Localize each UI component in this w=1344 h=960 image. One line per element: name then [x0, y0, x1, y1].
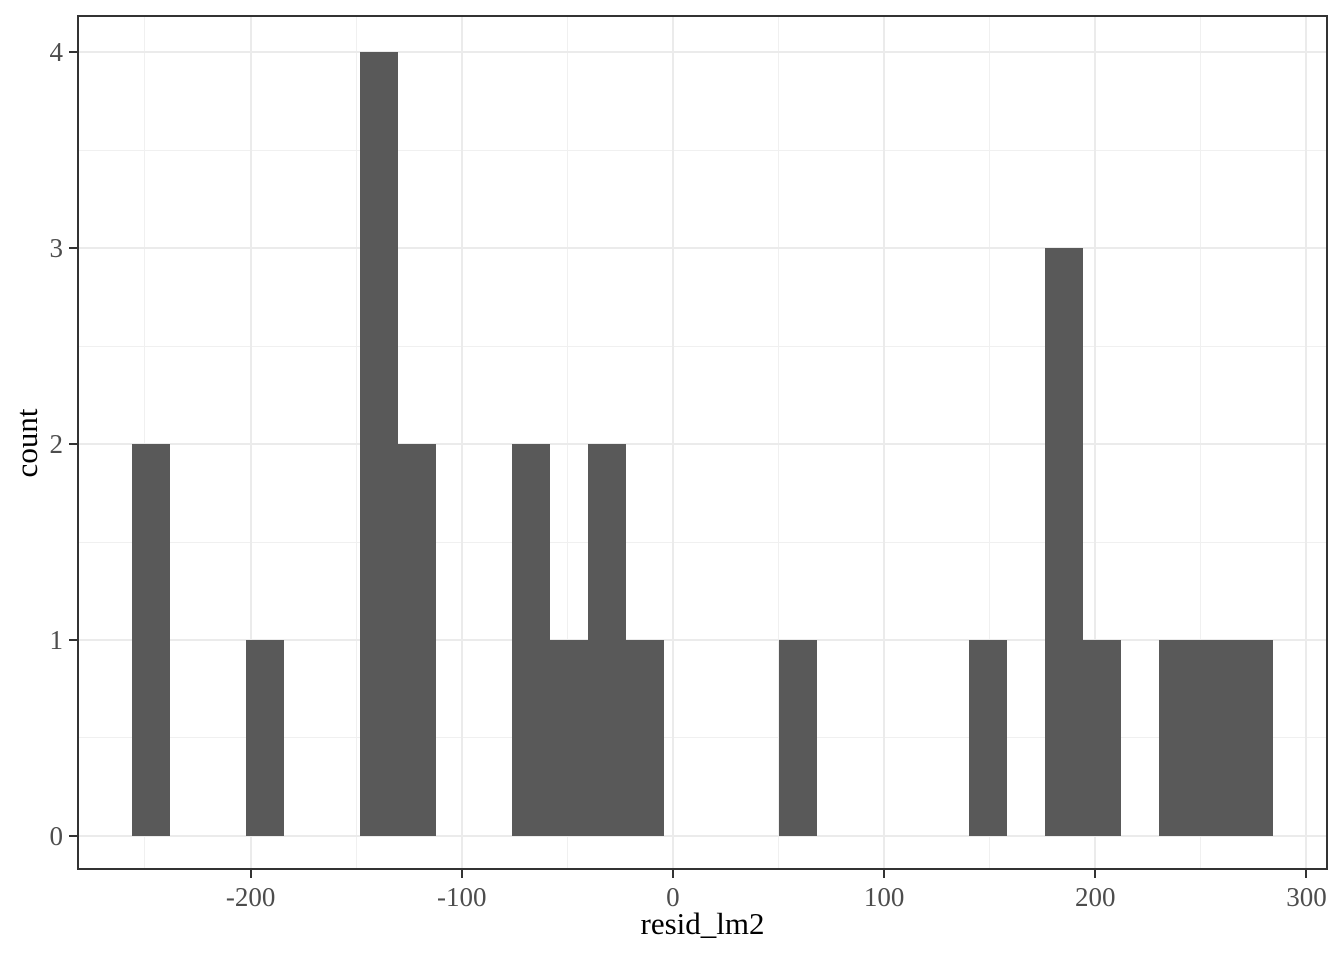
- x-tick-label: 300: [1286, 882, 1327, 912]
- y-axis-title: count: [9, 408, 44, 477]
- grid-major-vertical: [1305, 15, 1308, 870]
- y-tick-label: 1: [49, 624, 64, 655]
- histogram-bar: [360, 52, 399, 836]
- x-tick-mark: [671, 870, 674, 878]
- y-tick-label: 2: [49, 429, 64, 460]
- grid-minor-vertical: [778, 15, 780, 870]
- grid-minor-horizontal: [77, 149, 1328, 151]
- grid-major-vertical: [883, 15, 886, 870]
- x-axis-title: resid_lm2: [640, 906, 765, 941]
- x-tick-label: -100: [437, 882, 487, 912]
- grid-major-horizontal: [77, 834, 1328, 837]
- histogram-bar: [512, 444, 551, 836]
- y-tick-mark: [69, 51, 77, 54]
- grid-major-vertical: [1094, 15, 1097, 870]
- histogram-bar: [1196, 639, 1235, 836]
- x-tick-mark: [460, 870, 463, 878]
- histogram-bar: [626, 639, 665, 836]
- plot-panel: [77, 15, 1328, 870]
- histogram-bar: [778, 639, 817, 836]
- grid-major-horizontal: [77, 638, 1328, 641]
- grid-minor-horizontal: [77, 541, 1328, 543]
- grid-major-vertical: [671, 15, 674, 870]
- y-tick-mark: [69, 247, 77, 250]
- x-tick-label: -200: [225, 882, 276, 912]
- grid-minor-vertical: [144, 15, 146, 870]
- x-tick-mark: [249, 870, 252, 878]
- histogram-bar: [246, 639, 285, 836]
- x-tick-label: 0: [666, 882, 680, 912]
- y-tick-mark: [69, 834, 77, 837]
- grid-minor-vertical: [566, 15, 568, 870]
- histogram-bar: [132, 444, 171, 836]
- y-tick-label: 3: [49, 233, 64, 264]
- histogram-bar: [1158, 639, 1197, 836]
- grid-minor-vertical: [989, 15, 991, 870]
- x-tick-label: 100: [863, 882, 905, 912]
- grid-minor-horizontal: [77, 737, 1328, 739]
- grid-major-vertical: [460, 15, 463, 870]
- x-tick-mark: [1305, 870, 1308, 878]
- y-tick-label: 0: [49, 820, 64, 851]
- grid-major-vertical: [249, 15, 252, 870]
- grid-major-horizontal: [77, 247, 1328, 250]
- histogram-bar: [398, 444, 437, 836]
- histogram-bar: [1044, 248, 1083, 836]
- x-tick-label: 200: [1075, 882, 1116, 912]
- x-tick-mark: [1094, 870, 1097, 878]
- grid-major-horizontal: [77, 51, 1328, 54]
- y-tick-label: 4: [49, 37, 64, 68]
- y-tick-mark: [69, 443, 77, 446]
- y-tick-mark: [69, 638, 77, 641]
- histogram-bar: [588, 444, 627, 836]
- histogram-bar: [968, 639, 1007, 836]
- histogram-bar: [550, 639, 589, 836]
- grid-major-horizontal: [77, 443, 1328, 446]
- grid-minor-vertical: [1200, 15, 1202, 870]
- grid-minor-horizontal: [77, 345, 1328, 347]
- grid-minor-vertical: [355, 15, 357, 870]
- histogram-bar: [1082, 639, 1121, 836]
- histogram-bar: [1234, 639, 1273, 836]
- x-tick-mark: [883, 870, 886, 878]
